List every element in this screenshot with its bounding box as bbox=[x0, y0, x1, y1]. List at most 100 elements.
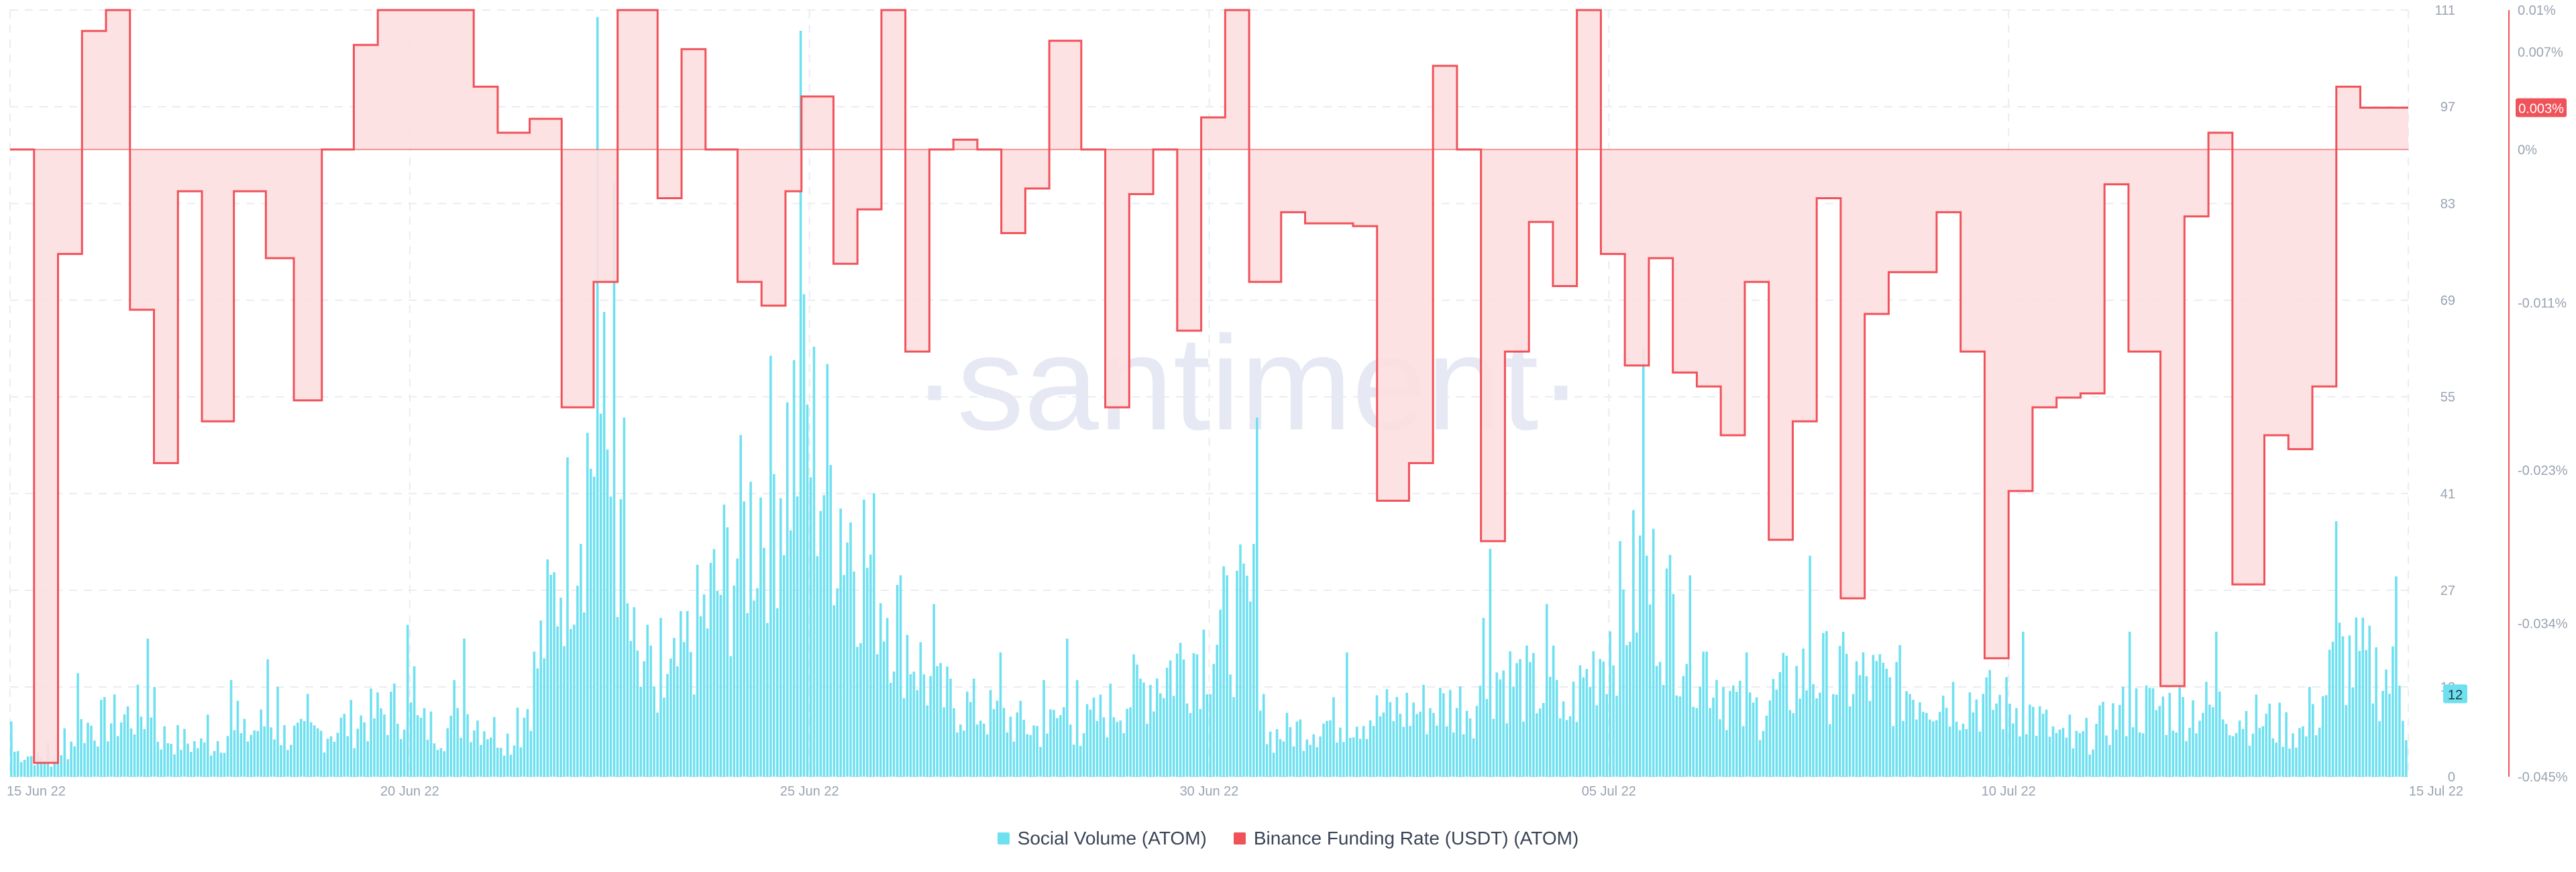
volume-bar bbox=[1379, 716, 1382, 777]
volume-bar bbox=[623, 417, 626, 777]
volume-bar bbox=[2051, 726, 2055, 777]
volume-bar bbox=[2388, 694, 2391, 777]
volume-bar bbox=[1099, 694, 1102, 777]
volume-bar bbox=[329, 736, 333, 777]
volume-bar bbox=[40, 757, 43, 777]
volume-bar bbox=[1489, 549, 1492, 777]
volume-bar bbox=[2205, 682, 2208, 777]
volume-bar bbox=[416, 715, 419, 777]
volume-bar bbox=[1882, 662, 1885, 777]
volume-bar bbox=[2078, 732, 2082, 777]
volume-bar bbox=[682, 642, 686, 777]
volume-bar bbox=[746, 613, 749, 777]
volume-bar bbox=[186, 743, 189, 777]
volume-bar bbox=[1635, 632, 1638, 777]
volume-bar bbox=[163, 726, 166, 777]
volume-bar bbox=[1729, 691, 1731, 777]
volume-bar bbox=[1229, 674, 1232, 777]
chart-canvas: ·santiment· 15 Jun 22 20 Jun 22 25 Jun 22 3… bbox=[7, 3, 2568, 799]
volume-bar bbox=[1625, 645, 1628, 777]
last-value-badges: 12 0.003% bbox=[2443, 98, 2567, 704]
volume-bar bbox=[1772, 679, 1775, 777]
volume-bar bbox=[63, 728, 66, 777]
volume-bar bbox=[929, 675, 932, 777]
volume-bar bbox=[1622, 589, 1625, 777]
volume-bar bbox=[2128, 631, 2131, 777]
volume-bar bbox=[1182, 659, 1185, 777]
volume-bar bbox=[1075, 679, 1079, 777]
volume-bar bbox=[1032, 725, 1035, 777]
volume-bar bbox=[1905, 691, 1908, 777]
volume-bar bbox=[1056, 718, 1059, 777]
volume-bar bbox=[2324, 695, 2328, 777]
volume-bar bbox=[1322, 723, 1325, 777]
volume-bar bbox=[273, 739, 276, 777]
volume-bar bbox=[299, 718, 303, 777]
volume-bar bbox=[2355, 617, 2358, 777]
volume-bar bbox=[2318, 727, 2321, 777]
volume-bar bbox=[36, 751, 40, 777]
volume-bar bbox=[2235, 732, 2238, 777]
volume-bar bbox=[1595, 705, 1599, 777]
volume-bar bbox=[2265, 714, 2268, 777]
volume-bar bbox=[1242, 563, 1245, 777]
volume-bar bbox=[1668, 555, 1672, 777]
volume-bar bbox=[390, 692, 392, 777]
legend-label-social-volume: Social Volume (ATOM) bbox=[1017, 828, 1207, 849]
volume-bar bbox=[2015, 708, 2018, 777]
volume-bar bbox=[197, 748, 199, 777]
volume-bar bbox=[1365, 739, 1368, 777]
volume-bar bbox=[2251, 733, 2255, 777]
volume-bar bbox=[280, 745, 282, 777]
volume-bar bbox=[2218, 691, 2221, 777]
volume-bar bbox=[502, 755, 506, 777]
volume-bar bbox=[583, 612, 586, 777]
volume-bar bbox=[1422, 684, 1425, 777]
volume-bar bbox=[1492, 718, 1495, 777]
volume-bar bbox=[1682, 675, 1685, 777]
volume-bar bbox=[116, 736, 119, 777]
volume-bar bbox=[1968, 692, 1972, 777]
volume-bar bbox=[812, 346, 816, 777]
volume-bar bbox=[1612, 665, 1615, 777]
volume-bar bbox=[2224, 724, 2228, 777]
volume-bar bbox=[1555, 679, 1558, 777]
legend-swatch-social-volume bbox=[997, 832, 1010, 844]
volume-bar bbox=[1568, 716, 1572, 777]
volume-bar bbox=[975, 724, 979, 777]
volume-bar bbox=[253, 730, 256, 777]
volume-bar bbox=[286, 750, 289, 777]
volume-bar bbox=[356, 728, 359, 777]
x-tick-label: 05 Jul 22 bbox=[1582, 784, 1636, 799]
volume-bar bbox=[2392, 646, 2394, 777]
volume-bar bbox=[126, 706, 129, 777]
volume-bar bbox=[70, 741, 72, 777]
volume-bar bbox=[1482, 618, 1485, 777]
volume-bar bbox=[1738, 680, 1741, 777]
volume-bar bbox=[843, 575, 845, 777]
volume-bar bbox=[663, 698, 665, 777]
volume-bar bbox=[293, 725, 296, 777]
volume-bar bbox=[1695, 708, 1699, 777]
volume-bar bbox=[2185, 741, 2188, 777]
volume-bar bbox=[2398, 686, 2401, 777]
volume-bar bbox=[1605, 694, 1608, 777]
volume-bar bbox=[1316, 747, 1318, 777]
volume-bar bbox=[1972, 712, 1975, 777]
volume-bar bbox=[1119, 720, 1122, 777]
volume-bar bbox=[206, 714, 209, 777]
volume-bar bbox=[676, 666, 679, 777]
volume-bar bbox=[1709, 708, 1711, 777]
legend-item-social-volume[interactable]: Social Volume (ATOM) bbox=[997, 828, 1207, 849]
volume-bar bbox=[733, 585, 736, 777]
volume-bar bbox=[1169, 660, 1172, 777]
volume-bar bbox=[2275, 743, 2277, 777]
volume-bar bbox=[553, 572, 555, 777]
volume-bar bbox=[556, 626, 559, 777]
volume-bar bbox=[87, 722, 89, 777]
volume-bar bbox=[739, 435, 742, 777]
volume-bar bbox=[1962, 723, 1965, 777]
volume-bar bbox=[882, 641, 885, 777]
legend-item-funding-rate[interactable]: Binance Funding Rate (USDT) (ATOM) bbox=[1233, 828, 1578, 849]
funding-last-value: 0.003% bbox=[2518, 101, 2564, 116]
